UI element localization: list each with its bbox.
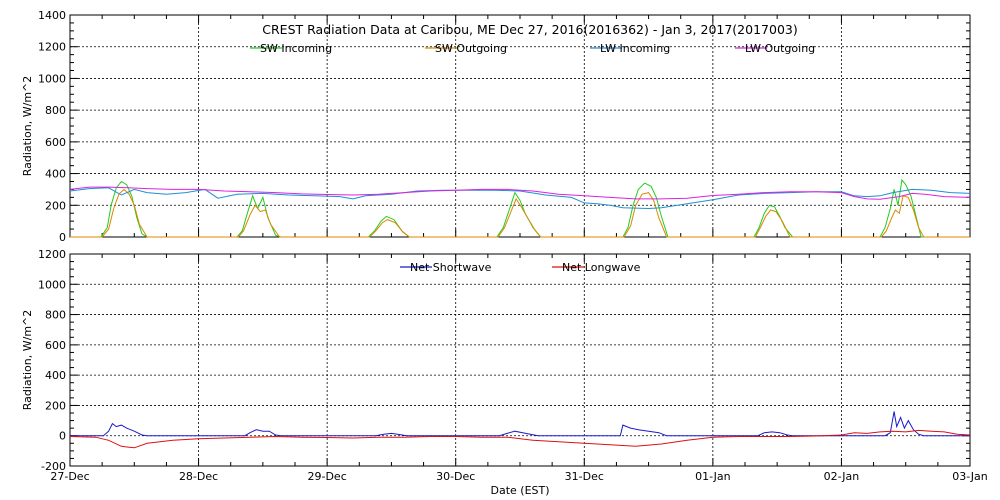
top-panel: 0 200 400 600 800 1000 1200 1400 CREST Radiatio… — [21, 9, 971, 244]
series-line-lw-outgoing — [69, 186, 971, 200]
legend-label: SW Incoming — [260, 42, 332, 55]
legend-label: SW Outgoing — [435, 42, 507, 55]
y-tick-label: 0 — [59, 231, 66, 244]
y-tick-label: 600 — [45, 339, 66, 352]
y-tick-label: 800 — [45, 104, 66, 117]
y-tick-label: 1200 — [38, 41, 66, 54]
y-tick-label: 200 — [45, 199, 66, 212]
series-line-sw-outgoing — [70, 188, 970, 238]
x-tick-label: 30-Dec — [436, 470, 475, 483]
top-chart-title: CREST Radiation Data at Caribou, ME Dec … — [262, 22, 797, 37]
legend-label: LW Incoming — [600, 42, 670, 55]
y-tick-label: 400 — [45, 168, 66, 181]
y-tick-label: 800 — [45, 309, 66, 322]
x-tick-label: 27-Dec — [50, 470, 89, 483]
bottom-panel: -200 0 200 400 600 800 1000 1200 Net Shortwave N… — [21, 248, 988, 497]
series-line-net-shortwave — [70, 411, 970, 437]
bottom-plot-frame — [69, 253, 971, 467]
y-tick-label: -200 — [41, 460, 66, 473]
x-tick-label: 28-Dec — [179, 470, 218, 483]
series-line-lw-incoming — [69, 187, 971, 210]
y-tick-label: 200 — [45, 399, 66, 412]
y-tick-label: 0 — [59, 430, 66, 443]
top-y-axis-label: Radiation, W/m^2 — [21, 76, 34, 177]
y-tick-label: 600 — [45, 136, 66, 149]
x-tick-label: 02-Jan — [824, 470, 860, 483]
x-tick-label: 01-Jan — [695, 470, 731, 483]
y-tick-label: 1000 — [38, 72, 66, 85]
series-line-net-longwave — [69, 429, 971, 449]
x-tick-label: 31-Dec — [565, 470, 604, 483]
bottom-y-axis-label: Radiation, W/m^2 — [21, 310, 34, 411]
x-tick-label: 29-Dec — [308, 470, 347, 483]
series-line-sw-incoming — [70, 178, 970, 238]
y-tick-label: 1400 — [38, 9, 66, 22]
top-plot-frame — [69, 14, 971, 238]
y-tick-label: 400 — [45, 369, 66, 382]
legend-label: Net Shortwave — [410, 261, 492, 274]
x-tick-label: 03-Jan — [952, 470, 988, 483]
legend-label: LW Outgoing — [745, 42, 815, 55]
legend-label: Net Longwave — [562, 261, 641, 274]
y-tick-label: 1200 — [38, 248, 66, 261]
y-tick-label: 1000 — [38, 278, 66, 291]
x-axis-label: Date (EST) — [490, 484, 549, 497]
